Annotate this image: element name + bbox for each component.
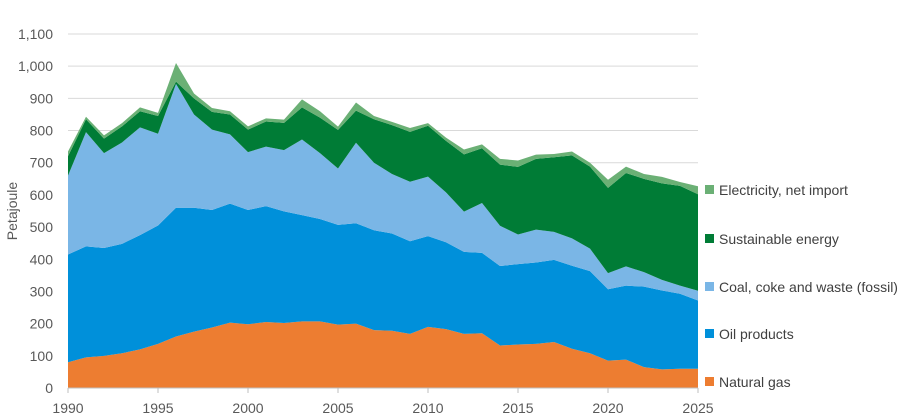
y-tick-label: 500	[30, 219, 54, 235]
legend-swatch-coal-coke-and-waste-fossil	[705, 282, 714, 291]
y-tick-label: 300	[30, 283, 54, 299]
x-tick-label: 1995	[142, 400, 173, 416]
y-tick-label: 1,000	[18, 58, 53, 74]
legend-label-coal-coke-and-waste-fossil: Coal, coke and waste (fossil)	[719, 279, 898, 295]
y-tick-label: 400	[30, 251, 54, 267]
area-sustainable-energy	[68, 81, 698, 291]
legend: Electricity, net import Sustainable energ…	[705, 182, 898, 390]
area-oil-products	[68, 203, 698, 370]
y-axis-ticks: 0 100 200 300 400 500 600 700 800 900 1,000 1,100	[18, 26, 53, 396]
plot-areas	[68, 62, 698, 388]
x-tick-label: 2025	[682, 400, 713, 416]
x-tick-label: 2000	[232, 400, 263, 416]
area-coal-coke-and-waste-fossil	[68, 83, 698, 301]
legend-swatch-electricity-net-import	[705, 185, 714, 194]
x-tick-label: 2005	[322, 400, 353, 416]
y-axis-title: Petajoule	[4, 182, 20, 241]
y-tick-label: 100	[30, 348, 54, 364]
legend-label-natural-gas: Natural gas	[719, 374, 791, 390]
legend-swatch-oil-products	[705, 329, 714, 338]
y-tick-label: 0	[45, 380, 53, 396]
legend-label-sustainable-energy: Sustainable energy	[719, 231, 839, 247]
y-tick-label: 200	[30, 316, 54, 332]
legend-label-oil-products: Oil products	[719, 326, 794, 342]
y-tick-label: 800	[30, 123, 54, 139]
x-axis-ticks: 1990 1995 2000 2005 2010 2015 2020 2025	[52, 388, 714, 416]
x-tick-label: 2015	[502, 400, 533, 416]
x-tick-label: 1990	[52, 400, 83, 416]
y-tick-label: 600	[30, 187, 54, 203]
legend-label-electricity-net-import: Electricity, net import	[719, 182, 848, 198]
legend-swatch-natural-gas	[705, 377, 714, 386]
legend-swatch-sustainable-energy	[705, 234, 714, 243]
y-tick-label: 700	[30, 155, 54, 171]
x-tick-label: 2010	[412, 400, 443, 416]
y-tick-label: 900	[30, 90, 54, 106]
x-tick-label: 2020	[592, 400, 623, 416]
y-tick-label: 1,100	[18, 26, 53, 42]
area-natural-gas	[68, 321, 698, 388]
